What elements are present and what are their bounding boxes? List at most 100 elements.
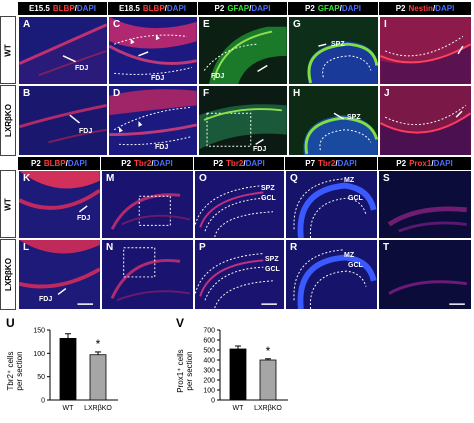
y-tick-label: 600 xyxy=(203,338,215,345)
header-top-1: E15.5 BLBP/DAPI xyxy=(18,2,108,15)
panel-f: F FDJ xyxy=(198,85,288,156)
label-spz: SPZ xyxy=(347,114,361,121)
micrograph xyxy=(195,253,277,309)
header-sep: / xyxy=(339,4,342,13)
panel-letter: I xyxy=(384,19,387,30)
header-top-4: P2 GFAP/DAPI xyxy=(288,2,379,15)
panel-letter: O xyxy=(199,173,207,184)
panel-letter: Q xyxy=(290,173,298,184)
panel-d: D FDJ xyxy=(108,85,198,156)
header-sep: / xyxy=(431,159,434,168)
header-marker: Prox1 xyxy=(409,159,432,168)
panel-g: G SPZ xyxy=(288,16,379,85)
header-stage: P7 xyxy=(305,159,316,168)
row-label-wt-top: WT xyxy=(0,16,16,84)
label-spz: SPZ xyxy=(261,185,275,192)
header-stage: E15.5 xyxy=(28,4,50,13)
chart-u: U Tbr2⁺ cells per section 0 50 100 150 WT LXR… xyxy=(0,314,200,423)
header-dapi: DAPI xyxy=(251,4,271,13)
micrograph xyxy=(293,178,377,238)
header-dapi: DAPI xyxy=(337,159,357,168)
header-stage: E18.5 xyxy=(118,4,140,13)
label-fdj: FDJ xyxy=(79,128,93,135)
header-bot-2: P2 Tbr2/DAPI xyxy=(101,157,194,170)
label-gcl: GCL xyxy=(348,195,363,202)
header-bot-3: P2 Tbr2/DAPI xyxy=(194,157,285,170)
header-marker: BLBP xyxy=(142,4,165,13)
panel-m: M xyxy=(101,170,194,239)
micrograph xyxy=(19,23,107,84)
micrograph xyxy=(195,185,274,238)
label-mz: MZ xyxy=(344,177,355,184)
chart-letter: U xyxy=(6,316,15,330)
panel-r: R MZ GCL xyxy=(285,239,378,310)
panel-o: O SPZ GCL xyxy=(194,170,285,239)
label-fdj: FDJ xyxy=(211,73,225,80)
micrograph xyxy=(110,193,190,230)
panel-letter: P xyxy=(199,242,206,253)
panel-letter: A xyxy=(23,19,31,30)
micrograph xyxy=(19,240,100,305)
panel-letter: H xyxy=(293,88,301,99)
row-label-text: LXRβKO xyxy=(3,104,13,137)
header-dapi: DAPI xyxy=(341,4,361,13)
y-tick-label: 200 xyxy=(203,378,215,385)
panel-letter: B xyxy=(23,88,31,99)
header-dapi: DAPI xyxy=(76,4,97,13)
label-gcl: GCL xyxy=(265,266,280,273)
bar xyxy=(229,348,247,401)
header-stage: P2 xyxy=(121,159,132,168)
row-label-ko-top: LXRβKO xyxy=(0,85,16,156)
panel-letter: M xyxy=(106,173,115,184)
bar xyxy=(259,359,277,401)
chart-letter: V xyxy=(176,316,185,330)
header-dapi: DAPI xyxy=(153,159,173,168)
micrograph xyxy=(203,26,287,84)
panel-a: A FDJ xyxy=(18,16,108,85)
header-marker: GFAP xyxy=(227,4,250,13)
header-marker: BLBP xyxy=(43,159,66,168)
chart-v-plot: 0 100 200 300 400 500 600 700 WT LXRβKO * xyxy=(203,328,288,412)
panel-letter: J xyxy=(384,88,390,99)
row-label-text: LXRβKO xyxy=(3,258,13,291)
label-fdj: FDJ xyxy=(77,215,91,222)
header-marker: BLBP xyxy=(52,4,75,13)
micrograph xyxy=(388,280,467,305)
panel-letter: G xyxy=(293,19,301,30)
label-fdj: FDJ xyxy=(75,65,89,72)
panel-q: Q MZ GCL xyxy=(285,170,378,239)
micrograph xyxy=(109,89,197,146)
header-sep: / xyxy=(432,4,436,13)
row-label-text: WT xyxy=(3,43,13,57)
micrograph xyxy=(380,105,471,155)
header-dapi: DAPI xyxy=(245,159,265,168)
label-mz: MZ xyxy=(344,252,355,259)
significance-marker: * xyxy=(96,337,101,351)
micrograph xyxy=(19,104,107,144)
label-gcl: GCL xyxy=(348,262,363,269)
header-sep: / xyxy=(151,159,154,168)
panel-j: J xyxy=(379,85,472,156)
label-fdj: FDJ xyxy=(39,296,53,303)
panel-letter: C xyxy=(113,19,121,30)
header-top-3: P2 GFAP/DAPI xyxy=(198,2,288,15)
panel-n: N xyxy=(101,239,194,310)
panel-k: K FDJ xyxy=(18,170,101,239)
header-sep: / xyxy=(164,4,167,13)
y-tick-label: 0 xyxy=(211,398,215,405)
x-tick-label: LXRβKO xyxy=(84,405,112,412)
panel-letter: S xyxy=(383,173,390,184)
micrograph xyxy=(110,247,190,302)
header-marker: GFAP xyxy=(317,4,340,13)
micrograph xyxy=(380,36,471,84)
panel-letter: E xyxy=(203,19,210,30)
header-marker: Tbr2 xyxy=(226,159,244,168)
bar xyxy=(89,354,107,401)
micrograph xyxy=(307,41,378,84)
header-stage: P2 xyxy=(31,159,41,168)
header-stage: P2 xyxy=(395,4,406,13)
micrograph xyxy=(109,17,197,75)
header-sep: / xyxy=(335,159,338,168)
y-tick-label: 0 xyxy=(41,398,45,405)
panel-letter: F xyxy=(203,88,210,99)
